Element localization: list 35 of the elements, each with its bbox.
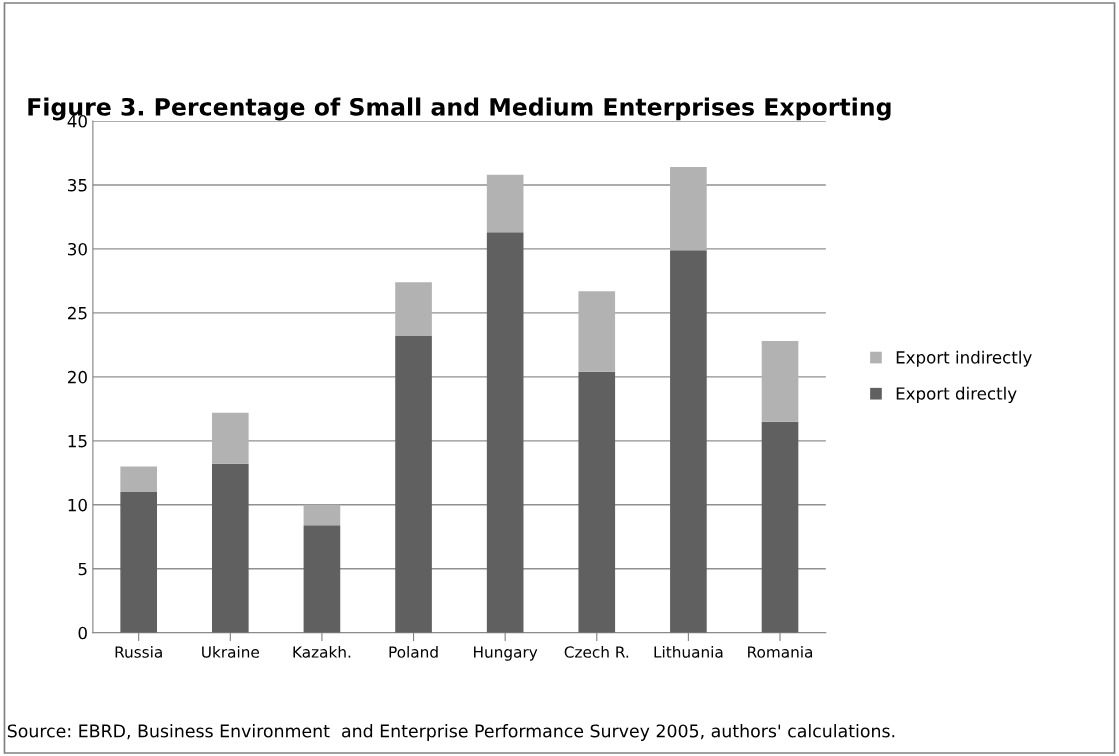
y-tick-label: 35 xyxy=(68,178,87,192)
bar xyxy=(670,250,707,633)
bar xyxy=(670,167,707,251)
x-tick-label: Poland xyxy=(389,645,438,658)
bar xyxy=(120,492,158,633)
source-note: Source: EBRD, Business Environment and Enterprise Performance Survey 2005, authors' calculations. xyxy=(7,724,895,741)
legend-label: Export directly xyxy=(896,386,1017,403)
bar xyxy=(303,525,341,633)
bar xyxy=(303,504,341,526)
y-tick-label: 0 xyxy=(78,626,87,640)
x-tick-label: Russia xyxy=(115,645,162,658)
x-tick-label: Romania xyxy=(748,645,813,658)
y-tick-label: 5 xyxy=(78,562,87,576)
bar xyxy=(120,466,158,493)
y-tick-label: 30 xyxy=(68,242,87,256)
bar xyxy=(211,463,249,633)
y-tick-label: 25 xyxy=(68,306,87,320)
x-tick-label: Ukraine xyxy=(202,645,259,658)
bar xyxy=(761,421,799,633)
bar xyxy=(486,232,524,633)
y-tick-label: 15 xyxy=(68,435,87,448)
bar xyxy=(486,174,524,233)
bar xyxy=(578,291,616,372)
x-tick-label: Hungary xyxy=(474,646,538,661)
bar xyxy=(395,282,432,336)
bar xyxy=(395,335,432,633)
bar xyxy=(761,341,799,422)
x-tick-label: Czech R. xyxy=(564,645,629,658)
y-tick-label: 20 xyxy=(68,370,87,384)
y-tick-label: 10 xyxy=(68,498,87,512)
bar xyxy=(578,371,616,633)
bar xyxy=(211,412,249,464)
legend-label: Export indirectly xyxy=(896,350,1032,367)
x-tick-label: Lithuania xyxy=(654,645,723,658)
x-tick-label: Kazakh. xyxy=(293,645,351,658)
